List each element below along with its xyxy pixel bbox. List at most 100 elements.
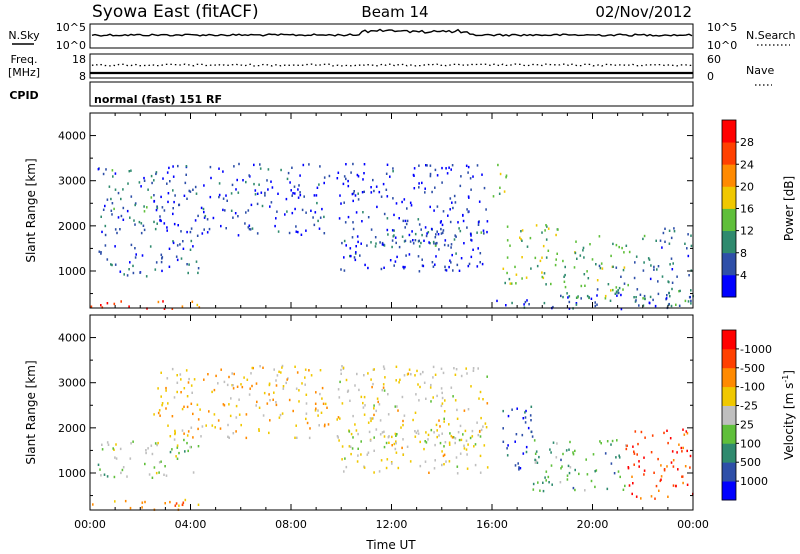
data-cell bbox=[530, 267, 532, 270]
data-cell bbox=[499, 172, 502, 176]
data-cell bbox=[463, 444, 465, 447]
data-cell bbox=[443, 453, 446, 456]
data-cell bbox=[351, 236, 354, 239]
data-cell bbox=[524, 416, 527, 419]
data-cell bbox=[418, 186, 420, 189]
data-cell bbox=[560, 294, 562, 298]
data-cell bbox=[509, 244, 511, 247]
data-cell bbox=[337, 436, 339, 439]
colorbar-swatch bbox=[722, 386, 736, 406]
colorbar-swatch bbox=[722, 164, 736, 187]
data-cell bbox=[317, 219, 319, 223]
data-cell bbox=[143, 179, 146, 182]
data-cell bbox=[206, 231, 209, 234]
data-cell bbox=[339, 380, 341, 384]
data-cell bbox=[682, 446, 684, 450]
data-cell bbox=[374, 236, 377, 239]
data-cell bbox=[431, 190, 433, 194]
data-cell bbox=[450, 243, 453, 246]
data-cell bbox=[278, 370, 280, 373]
data-cell bbox=[476, 421, 478, 424]
data-cell bbox=[370, 191, 373, 194]
data-cell bbox=[606, 487, 609, 491]
data-cell bbox=[248, 174, 250, 177]
data-cell bbox=[129, 457, 132, 460]
data-cell bbox=[429, 386, 432, 389]
data-cell bbox=[449, 208, 451, 211]
data-cell bbox=[251, 227, 254, 230]
data-cell bbox=[467, 264, 470, 268]
data-cell bbox=[448, 441, 451, 444]
data-cell bbox=[192, 412, 194, 416]
data-cell bbox=[566, 292, 568, 295]
data-cell bbox=[564, 273, 566, 277]
data-cell bbox=[258, 406, 261, 409]
data-cell bbox=[282, 385, 285, 388]
data-cell bbox=[434, 443, 436, 447]
data-cell bbox=[285, 381, 287, 385]
data-cell bbox=[401, 235, 404, 238]
data-cell bbox=[394, 432, 397, 436]
data-cell bbox=[235, 416, 238, 419]
data-cell bbox=[196, 403, 199, 406]
data-cell bbox=[433, 467, 436, 470]
data-cell bbox=[648, 258, 651, 261]
data-cell bbox=[105, 168, 107, 171]
data-cell bbox=[310, 374, 313, 377]
data-cell bbox=[622, 288, 624, 291]
data-cell bbox=[296, 371, 299, 374]
data-cell bbox=[384, 376, 386, 379]
data-cell bbox=[266, 402, 269, 405]
data-cell bbox=[399, 378, 401, 381]
data-cell bbox=[295, 387, 298, 390]
data-cell bbox=[291, 166, 293, 169]
data-cell bbox=[623, 266, 626, 269]
data-cell bbox=[373, 471, 375, 474]
data-cell bbox=[260, 191, 263, 194]
data-cell bbox=[385, 172, 388, 175]
data-cell bbox=[624, 484, 626, 488]
data-cell bbox=[111, 202, 114, 205]
data-cell bbox=[525, 276, 528, 279]
data-cell bbox=[539, 259, 542, 263]
data-cell bbox=[479, 261, 481, 264]
data-cell bbox=[514, 464, 517, 467]
data-cell bbox=[165, 407, 167, 410]
data-cell bbox=[183, 405, 185, 408]
data-cell bbox=[409, 460, 412, 463]
data-cell bbox=[394, 405, 397, 408]
data-cell bbox=[275, 379, 277, 382]
data-cell bbox=[176, 444, 179, 447]
data-cell bbox=[113, 207, 115, 211]
data-cell bbox=[643, 261, 645, 264]
data-cell bbox=[454, 234, 456, 237]
data-cell bbox=[357, 192, 359, 195]
data-cell bbox=[258, 183, 260, 186]
data-cell bbox=[165, 474, 168, 477]
nsky-panel: N.Sky 10^5 10^0 10^5 10^0 N.Search bbox=[8, 21, 795, 52]
data-cell bbox=[256, 400, 258, 404]
data-cell bbox=[252, 366, 254, 370]
nsky-trace bbox=[91, 28, 693, 37]
data-cell bbox=[633, 276, 636, 280]
colorbar-swatch bbox=[722, 348, 736, 369]
data-cell bbox=[190, 239, 193, 243]
data-cell bbox=[686, 247, 688, 250]
data-cell bbox=[642, 304, 645, 307]
data-cell bbox=[471, 435, 474, 438]
data-cell bbox=[453, 194, 456, 198]
data-cell bbox=[342, 366, 345, 369]
data-cell bbox=[304, 368, 307, 371]
data-cell bbox=[308, 369, 310, 372]
data-cell bbox=[236, 385, 239, 388]
data-cell bbox=[419, 464, 422, 468]
data-cell bbox=[347, 215, 350, 219]
data-cell bbox=[587, 277, 590, 280]
data-cell bbox=[156, 206, 159, 210]
data-cell bbox=[315, 407, 317, 410]
data-cell bbox=[574, 251, 577, 255]
data-cell bbox=[518, 466, 520, 469]
data-cell bbox=[161, 402, 164, 405]
data-cell bbox=[542, 489, 545, 493]
data-cell bbox=[190, 426, 193, 429]
